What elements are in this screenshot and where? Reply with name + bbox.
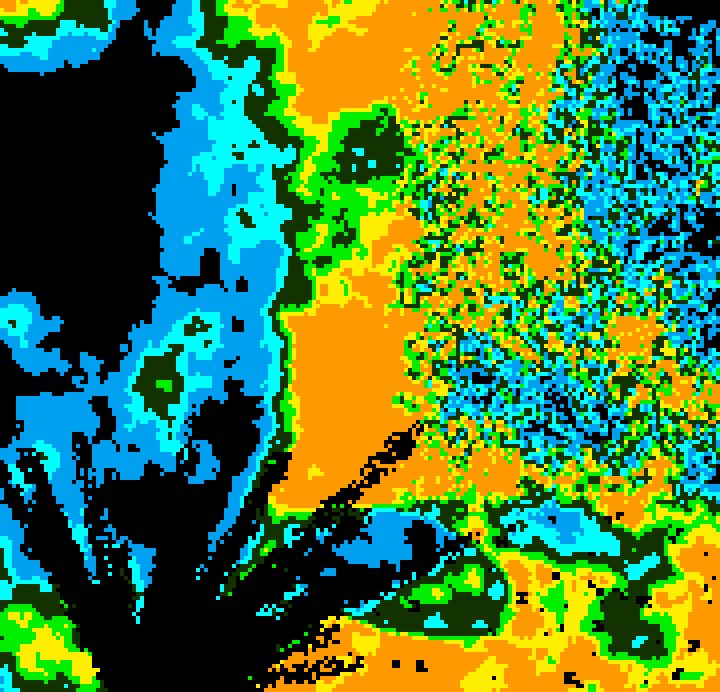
raster-map-viewport <box>0 0 720 692</box>
pseudocolor-elevation-raster <box>0 0 720 692</box>
